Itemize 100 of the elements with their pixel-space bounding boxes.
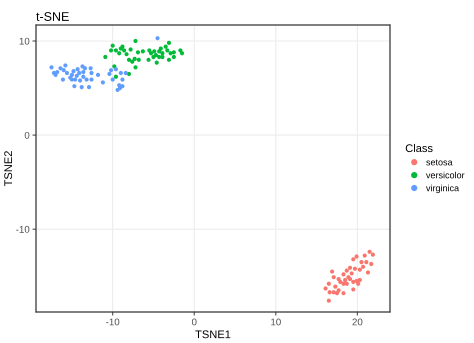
- x-tick-label: 20: [352, 318, 362, 326]
- point: [155, 36, 160, 40]
- point: [334, 291, 340, 296]
- y-tick-label: 10: [20, 38, 30, 45]
- point: [126, 58, 132, 62]
- point: [344, 268, 349, 273]
- legend-label: virginica: [426, 184, 460, 194]
- legend-label: versicolor: [426, 172, 464, 178]
- chart-title: t-SNE: [36, 12, 69, 21]
- point: [122, 48, 126, 52]
- point: [343, 278, 348, 282]
- legend-label: setosa: [426, 160, 453, 166]
- point: [172, 50, 176, 54]
- point: [81, 70, 86, 74]
- point: [341, 272, 346, 276]
- point: [154, 60, 159, 65]
- point: [72, 84, 76, 88]
- x-tick-label: 10: [271, 318, 281, 326]
- point: [323, 286, 328, 291]
- point: [114, 48, 118, 52]
- point: [107, 72, 112, 76]
- point: [165, 48, 170, 52]
- point: [352, 266, 358, 271]
- point: [78, 78, 82, 83]
- point: [118, 70, 123, 76]
- y-axis-title: TSNE2: [4, 151, 12, 186]
- point: [103, 54, 108, 60]
- point: [152, 49, 156, 54]
- point: [130, 60, 134, 64]
- point: [117, 51, 122, 56]
- point: [359, 260, 364, 264]
- point: [76, 67, 80, 72]
- point: [330, 269, 334, 274]
- point: [351, 280, 356, 284]
- point: [136, 50, 140, 54]
- point: [108, 68, 114, 72]
- point: [354, 254, 359, 259]
- point: [326, 298, 331, 303]
- point: [58, 66, 63, 70]
- point: [358, 278, 362, 282]
- point: [154, 53, 158, 58]
- point: [369, 262, 374, 266]
- point: [338, 280, 342, 284]
- point: [160, 51, 165, 56]
- point: [100, 80, 105, 84]
- point: [49, 65, 54, 70]
- point: [96, 72, 100, 77]
- point: [172, 54, 176, 60]
- point: [80, 85, 84, 90]
- point: [328, 290, 332, 294]
- point: [133, 38, 138, 44]
- point: [332, 275, 336, 280]
- x-tick-label: -10: [106, 318, 120, 326]
- point: [132, 56, 137, 61]
- point: [326, 282, 331, 286]
- point: [140, 49, 145, 54]
- point: [63, 63, 68, 68]
- point: [77, 70, 82, 76]
- point: [370, 252, 375, 257]
- point: [350, 271, 354, 276]
- point: [62, 68, 66, 72]
- point: [133, 65, 138, 70]
- point: [166, 58, 172, 62]
- x-axis-title: TSNE1: [195, 330, 230, 338]
- point: [180, 51, 184, 56]
- point: [108, 48, 114, 52]
- point: [146, 58, 151, 62]
- point: [168, 51, 173, 56]
- point: [356, 282, 360, 286]
- point: [124, 70, 128, 76]
- y-tick-label: -10: [16, 226, 30, 233]
- point: [368, 250, 372, 254]
- point: [86, 85, 92, 90]
- point: [84, 77, 89, 82]
- point: [71, 69, 76, 74]
- point: [361, 264, 366, 269]
- point: [60, 77, 65, 82]
- point: [81, 74, 86, 79]
- point: [88, 66, 93, 70]
- point: [364, 260, 368, 264]
- point: [358, 268, 362, 272]
- point: [164, 44, 168, 49]
- point: [136, 58, 141, 62]
- point: [333, 284, 338, 289]
- point: [362, 253, 367, 258]
- point: [128, 47, 133, 52]
- point: [366, 270, 370, 275]
- y-tick-label: 0: [24, 132, 30, 139]
- point: [114, 67, 118, 72]
- point: [114, 74, 118, 79]
- point: [74, 74, 79, 78]
- point: [124, 52, 129, 56]
- point: [110, 44, 115, 48]
- point: [82, 66, 88, 70]
- point: [351, 287, 356, 292]
- point: [166, 40, 172, 45]
- point: [120, 77, 125, 82]
- point: [89, 70, 94, 76]
- point: [158, 46, 163, 51]
- point: [351, 257, 356, 262]
